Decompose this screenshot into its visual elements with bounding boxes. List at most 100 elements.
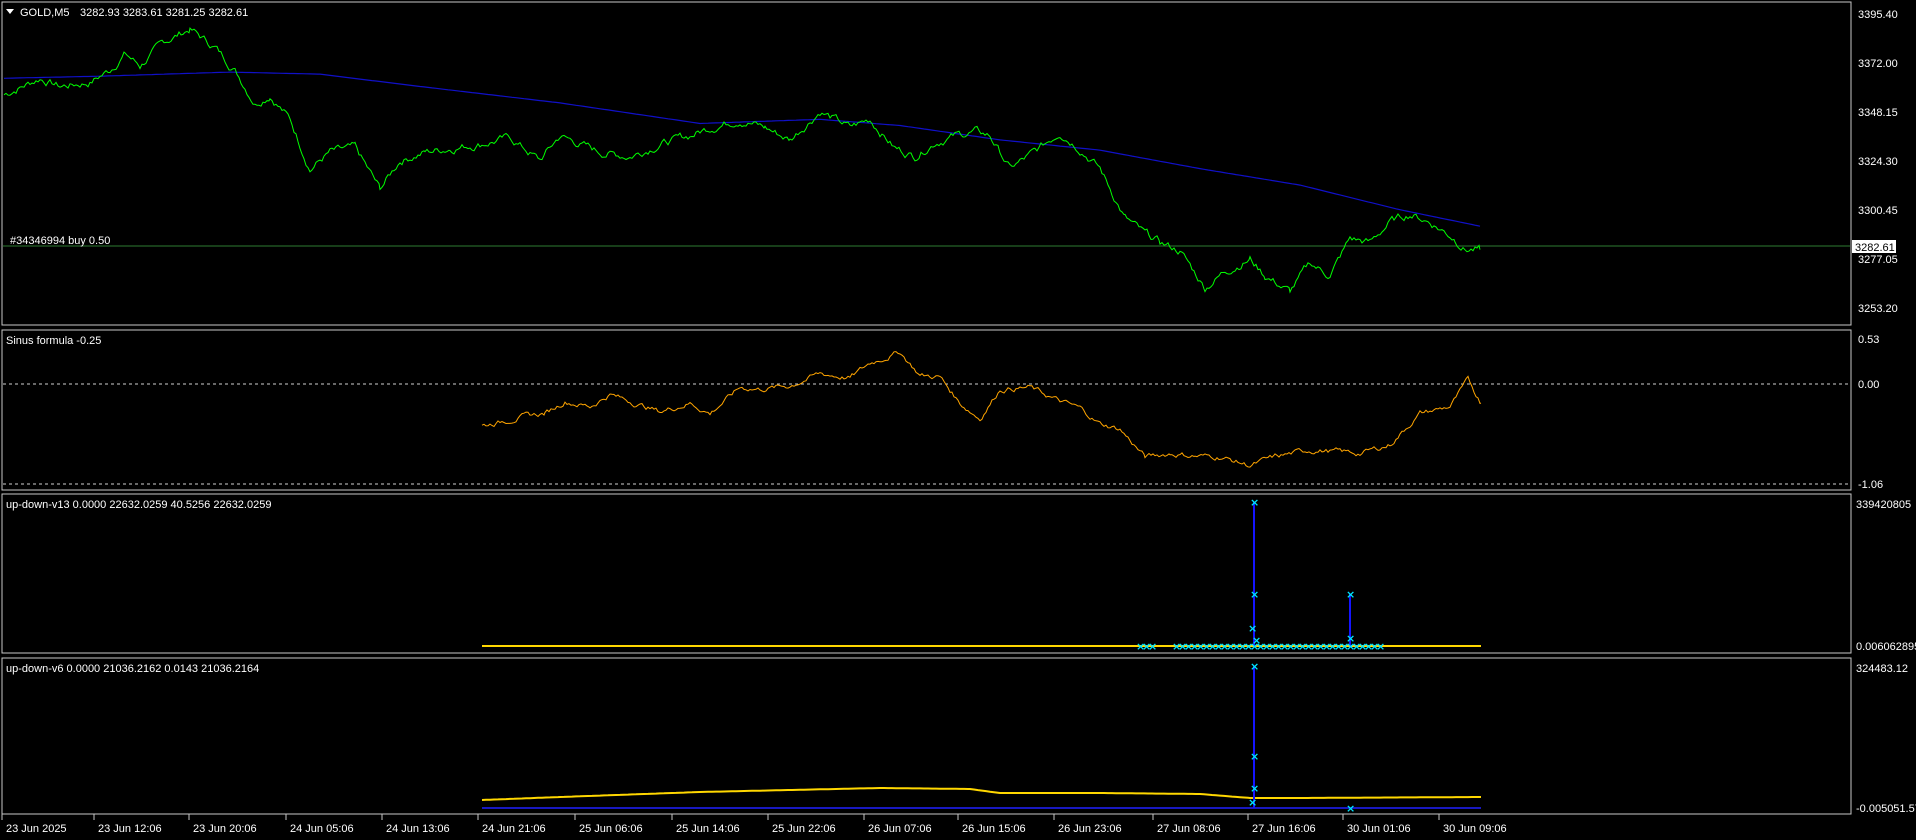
price-tick: 3372.00 [1858, 58, 1898, 70]
time-tick: 24 Jun 05:06 [290, 823, 354, 835]
v13-panel[interactable] [1, 493, 1852, 654]
v13-marker: × [1316, 640, 1325, 653]
v13-marker: × [1208, 640, 1217, 653]
price-tick: 3253.20 [1858, 303, 1898, 315]
v13-tick: 339420805 [1856, 499, 1911, 511]
v13-marker: × [1346, 632, 1355, 645]
v13-marker: × [1226, 640, 1235, 653]
v13-marker: × [1148, 640, 1157, 653]
v6-tick: -0.005051.577 [1856, 803, 1916, 815]
moving-average-line [3, 71, 1481, 227]
v13-marker: × [1232, 640, 1241, 653]
v13-marker: × [1250, 640, 1259, 653]
sinus-tick: -1.06 [1858, 479, 1883, 491]
current-price-label: 3282.61 [1855, 242, 1895, 254]
v13-marker: × [1244, 640, 1253, 653]
v6-marker: × [1250, 750, 1259, 763]
v13-marker: × [1178, 640, 1187, 653]
price-tick: 3277.05 [1858, 254, 1898, 266]
current-price-box [1852, 240, 1896, 253]
time-tick: 25 Jun 06:06 [579, 823, 643, 835]
v6-marker: × [1248, 796, 1257, 809]
price-axis: 3395.40 3372.00 3348.15 3324.30 3300.45 … [1858, 9, 1898, 315]
time-tick: 23 Jun 2025 [6, 823, 67, 835]
price-tick: 3348.15 [1858, 107, 1898, 119]
v6-panel[interactable] [1, 657, 1852, 815]
v13-marker: × [1202, 640, 1211, 653]
sinus-title: Sinus formula -0.25 [6, 335, 101, 347]
v13-marker: × [1268, 640, 1277, 653]
v13-marker: × [1286, 640, 1295, 653]
v13-marker: × [1364, 640, 1373, 653]
time-tick: 30 Jun 09:06 [1443, 823, 1507, 835]
v13-marker: × [1214, 640, 1223, 653]
v13-marker: × [1196, 640, 1205, 653]
v6-line [481, 787, 1481, 801]
v13-marker: × [1172, 640, 1181, 653]
price-tick: 3324.30 [1858, 156, 1898, 168]
v6-title: up-down-v6 0.0000 21036.2162 0.0143 2103… [6, 663, 259, 675]
sinus-tick: 0.00 [1858, 379, 1879, 391]
time-tick: 27 Jun 16:06 [1252, 823, 1316, 835]
time-tick: 24 Jun 13:06 [386, 823, 450, 835]
time-axis: 23 Jun 2025 23 Jun 12:06 23 Jun 20:06 24 Ju… [1, 814, 1507, 835]
v13-marker: × [1310, 640, 1319, 653]
v13-marker: × [1328, 640, 1337, 653]
trade-label: #34346994 buy 0.50 [10, 235, 110, 247]
v13-tick: 0.006062895 [1856, 641, 1916, 653]
v13-marker: × [1358, 640, 1367, 653]
v13-marker: × [1262, 640, 1271, 653]
v13-title: up-down-v13 0.0000 22632.0259 40.5256 22… [6, 499, 271, 511]
time-tick: 25 Jun 22:06 [772, 823, 836, 835]
time-tick: 26 Jun 07:06 [868, 823, 932, 835]
v13-marker: × [1304, 640, 1313, 653]
v13-marker: × [1298, 640, 1307, 653]
v13-marker: × [1346, 640, 1355, 653]
price-tick: 3395.40 [1858, 9, 1898, 21]
v13-marker: × [1352, 640, 1361, 653]
v13-marker: × [1334, 640, 1343, 653]
v13-marker: × [1376, 640, 1385, 653]
sinus-line [481, 351, 1482, 468]
v13-marker: × [1292, 640, 1301, 653]
sinus-tick: 0.53 [1858, 334, 1879, 346]
time-tick: 23 Jun 20:06 [193, 823, 257, 835]
v13-marker: × [1248, 622, 1257, 635]
v13-marker: × [1184, 640, 1193, 653]
price-line [3, 27, 1481, 294]
v13-marker: × [1142, 640, 1151, 653]
v13-marker: × [1220, 640, 1229, 653]
v13-markers: ××××××××× ×××××××××××××××××××××××××××××××… [1136, 496, 1385, 653]
v13-marker: × [1190, 640, 1199, 653]
v13-marker: × [1322, 640, 1331, 653]
time-tick: 24 Jun 21:06 [482, 823, 546, 835]
svg-text:GOLD,M5: GOLD,M5 [20, 7, 70, 19]
v13-marker: × [1346, 588, 1355, 601]
price-tick: 3300.45 [1858, 205, 1898, 217]
collapse-arrow-icon[interactable] [6, 9, 14, 14]
v13-marker: × [1340, 640, 1349, 653]
v13-marker: × [1370, 640, 1379, 653]
ohlc-values: 3282.93 3283.61 3281.25 3282.61 [80, 7, 248, 19]
time-tick: 27 Jun 08:06 [1157, 823, 1221, 835]
v6-markers: ×××× × [1248, 660, 1355, 815]
time-tick: 26 Jun 23:06 [1058, 823, 1122, 835]
v13-marker: × [1256, 640, 1265, 653]
v6-marker: × [1250, 782, 1259, 795]
time-tick: 30 Jun 01:06 [1347, 823, 1411, 835]
time-tick: 23 Jun 12:06 [98, 823, 162, 835]
v13-marker: × [1280, 640, 1289, 653]
v6-marker: × [1346, 802, 1355, 815]
symbol-label: GOLD,M5 [20, 7, 70, 19]
main-panel[interactable] [1, 1, 1852, 326]
v13-marker: × [1252, 634, 1261, 647]
v13-marker: × [1250, 496, 1259, 509]
v13-marker: × [1238, 640, 1247, 653]
sinus-panel[interactable] [1, 329, 1852, 491]
time-tick: 26 Jun 15:06 [962, 823, 1026, 835]
v13-marker: × [1136, 640, 1145, 653]
v13-marker: × [1250, 588, 1259, 601]
v13-marker: × [1274, 640, 1283, 653]
v6-tick: 324483.12 [1856, 663, 1908, 675]
